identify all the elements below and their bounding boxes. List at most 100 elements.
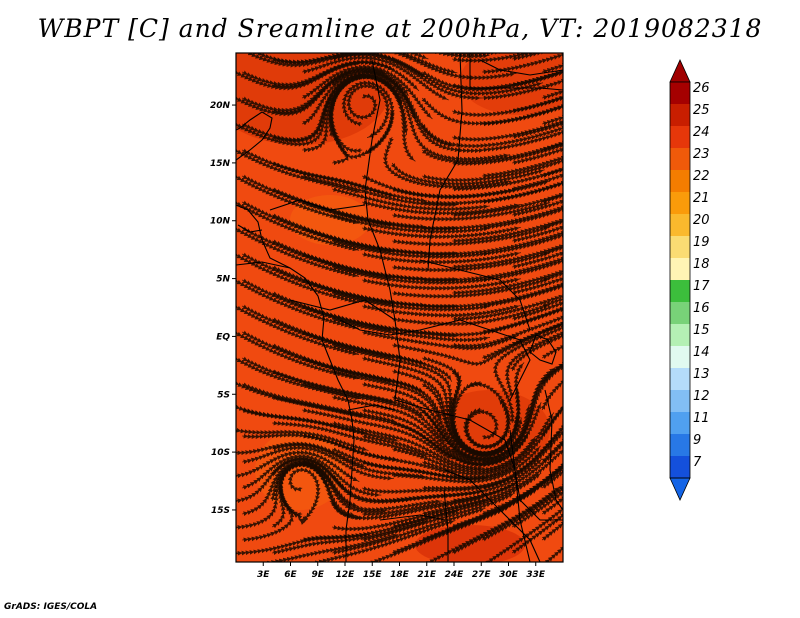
- colorbar-swatch: [670, 170, 690, 192]
- streamline: [542, 159, 563, 230]
- streamline: [542, 55, 563, 126]
- y-tick-label: 5N: [216, 275, 230, 285]
- colorbar-swatch: [670, 258, 690, 280]
- page-title: WBPT [C] and Sreamline at 200hPa, VT: 20…: [37, 14, 763, 43]
- y-tick-label: 15S: [211, 506, 230, 516]
- colorbar-swatch: [670, 236, 690, 258]
- streamline: [542, 53, 563, 100]
- streamline: [542, 53, 563, 74]
- streamline: [542, 236, 563, 308]
- x-tick-label: 24E: [445, 570, 465, 580]
- streamline: [602, 0, 736, 46]
- streamline: [602, 272, 736, 358]
- colorbar-swatch: [670, 456, 690, 478]
- colorbar-swatch: [670, 368, 690, 390]
- colorbar-label: 12: [693, 389, 710, 404]
- streamline: [423, 53, 563, 57]
- x-tick-label: 15E: [363, 570, 383, 580]
- streamline: [572, 7, 711, 85]
- colorbar-label: 18: [693, 257, 710, 272]
- streamline: [542, 185, 563, 256]
- streamlines: [236, 0, 736, 562]
- colorbar-bottom-arrow: [669, 477, 691, 501]
- colorbar-swatch: [670, 126, 690, 148]
- streamline: [602, 38, 736, 124]
- warm-patch: [415, 525, 525, 562]
- x-tick-label: 33E: [526, 570, 546, 580]
- colorbar-label: 22: [693, 169, 710, 184]
- streamline: [542, 107, 563, 178]
- streamline: [602, 64, 736, 150]
- colorbar-label: 24: [693, 125, 710, 140]
- colorbar-label: 25: [693, 103, 710, 118]
- grads-credit: GrADS: IGES/COLA: [4, 602, 98, 612]
- y-tick-label: 10S: [211, 448, 230, 458]
- streamline: [602, 90, 736, 176]
- streamline: [602, 12, 736, 98]
- x-tick-label: 27E: [472, 570, 492, 580]
- colorbar-label: 13: [693, 367, 710, 382]
- colorbar-swatch: [670, 192, 690, 214]
- x-tick-label: 18E: [390, 570, 410, 580]
- colorbar-swatch: [670, 434, 690, 456]
- streamline: [602, 168, 736, 254]
- colorbar-swatch: [670, 324, 690, 346]
- colorbar-label: 15: [693, 323, 710, 338]
- colorbar-swatch: [670, 104, 690, 126]
- streamline: [572, 0, 711, 59]
- colorbar-swatch: [670, 280, 690, 302]
- streamline: [392, 32, 549, 46]
- colorbar-label: 9: [693, 433, 701, 448]
- streamline: [572, 0, 711, 33]
- x-tick-label: 12E: [336, 570, 356, 580]
- x-axis-ticks: 3E 6E 9E 12E 15E 18E 21E 24E 27E 30E 33E: [257, 562, 546, 580]
- colorbar: 26 25 24 23 22 21 20 19 18 17 16 15 14 13 12 11 9 7: [669, 59, 710, 501]
- streamline: [512, 53, 563, 62]
- streamline: [328, 74, 398, 166]
- y-tick-label: 10N: [210, 217, 231, 227]
- colorbar-swatch: [670, 148, 690, 170]
- colorbar-label: 16: [693, 301, 710, 316]
- colorbar-swatch: [670, 346, 690, 368]
- x-tick-label: 3E: [257, 570, 270, 580]
- streamline: [602, 0, 736, 72]
- y-tick-label: EQ: [216, 332, 230, 342]
- y-tick-label: 15N: [210, 159, 231, 169]
- streamline: [602, 341, 731, 436]
- streamline: [542, 133, 563, 204]
- streamline: [602, 319, 733, 410]
- x-tick-label: 6E: [284, 570, 297, 580]
- colorbar-label: 21: [693, 191, 710, 206]
- colorbar-label: 14: [693, 345, 710, 360]
- colorbar-label: 23: [693, 147, 710, 162]
- streamline: [602, 194, 736, 280]
- colorbar-swatch: [670, 302, 690, 324]
- colorbar-swatch: [670, 412, 690, 434]
- colorbar-frame: [669, 81, 691, 479]
- streamline: [602, 220, 736, 306]
- x-tick-label: 9E: [312, 570, 325, 580]
- streamline: [542, 211, 563, 282]
- colorbar-label: 17: [693, 279, 710, 294]
- y-tick-label: 5S: [217, 390, 230, 400]
- colorbar-top-arrow: [669, 59, 691, 83]
- colorbar-label: 20: [693, 213, 710, 228]
- streamline: [512, 0, 659, 33]
- colorbar-label: 19: [693, 235, 710, 250]
- x-tick-label: 30E: [499, 570, 519, 580]
- y-axis-ticks: 20N 15N 10N 5N EQ 5S 10S 15S: [210, 101, 236, 516]
- colorbar-swatch: [670, 214, 690, 236]
- coastlines: [236, 53, 563, 562]
- streamline: [602, 116, 736, 202]
- streamline: [542, 0, 685, 46]
- warm-patch: [460, 53, 563, 115]
- warm-patch: [236, 53, 390, 145]
- colorbar-label: 7: [693, 455, 702, 470]
- streamline: [542, 81, 563, 152]
- colorbar-swatch: [670, 390, 690, 412]
- colorbar-label: 11: [693, 411, 710, 426]
- streamline: [602, 246, 736, 332]
- streamline: [482, 0, 633, 46]
- streamline: [602, 296, 735, 384]
